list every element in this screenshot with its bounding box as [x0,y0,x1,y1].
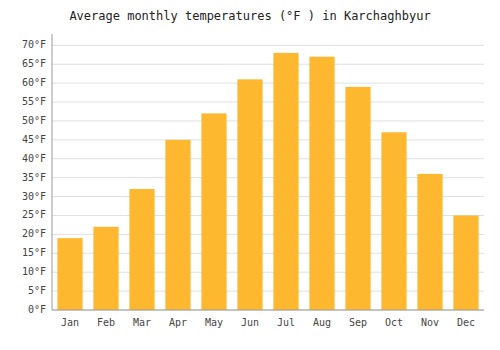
y-tick-label: 20°F [22,228,46,239]
y-tick-label: 5°F [28,285,46,296]
y-grid [52,45,484,310]
x-tick-label: Jul [277,317,295,328]
x-tick-label: Jan [61,317,79,328]
y-tick-label: 30°F [22,191,46,202]
bar [201,113,226,310]
x-tick-label: Feb [97,317,115,328]
bar [237,79,262,310]
x-tick-label: Jun [241,317,259,328]
y-tick-label: 35°F [22,172,46,183]
bar [129,189,154,310]
y-tick-label: 50°F [22,115,46,126]
x-tick-label: Apr [169,317,187,328]
bar [165,140,190,310]
x-tick-labels: Jan Feb Mar Apr May Jun Jul Aug Sep Oct Nov Dec [61,317,475,328]
bar [93,227,118,310]
y-tick-label: 15°F [22,247,46,258]
grid-line [52,102,484,103]
bar [273,53,298,310]
grid-line [52,139,484,140]
x-axis-line [52,310,484,311]
y-tick-label: 25°F [22,209,46,220]
y-tick-labels: 0°F 5°F 10°F 15°F 20°F 25°F 30°F 35°F 40°F 45°F 50… [22,39,46,315]
x-tick-label: Dec [457,317,475,328]
bar [345,87,370,310]
x-tick-label: Oct [385,317,403,328]
grid-line [52,83,484,84]
y-axis-line [52,34,53,310]
bar [381,132,406,310]
chart-container: 0°F 5°F 10°F 15°F 20°F 25°F 30°F 35°F 40°F 45°F 50… [0,0,500,350]
x-tick-label: May [205,317,223,328]
y-tick-label: 45°F [22,134,46,145]
bars [57,53,478,310]
y-tick-label: 55°F [22,96,46,107]
bar [453,215,478,310]
title: Average monthly temperatures (°F ) in Ka… [69,9,430,23]
x-tick-label: Sep [349,317,367,328]
grid-line [52,64,484,65]
y-tick-label: 0°F [28,304,46,315]
x-tick-label: Aug [313,317,331,328]
x-tick-label: Nov [421,317,439,328]
y-tick-label: 65°F [22,58,46,69]
grid-line [52,120,484,121]
grid-line [52,158,484,159]
chart-svg: 0°F 5°F 10°F 15°F 20°F 25°F 30°F 35°F 40°F 45°F 50… [0,0,500,350]
y-tick-label: 70°F [22,39,46,50]
y-tick-label: 40°F [22,153,46,164]
bar [309,57,334,310]
grid-line [52,310,484,311]
y-tick-label: 10°F [22,266,46,277]
grid-line [52,45,484,46]
y-tick-label: 60°F [22,77,46,88]
x-tick-label: Mar [133,317,151,328]
bar [417,174,442,310]
bar [57,238,82,310]
